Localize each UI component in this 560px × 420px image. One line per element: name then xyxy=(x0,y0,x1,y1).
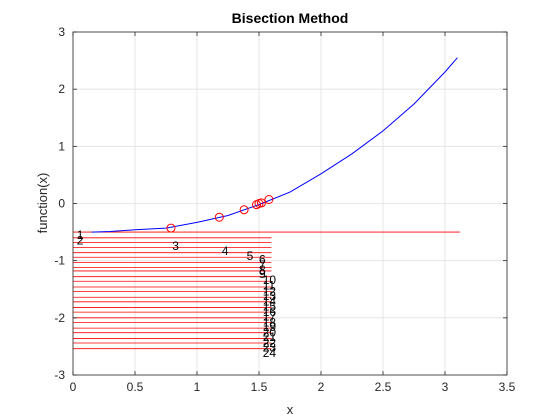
iteration-label: 24 xyxy=(263,346,277,360)
function-curve xyxy=(91,57,458,233)
iteration-label: 4 xyxy=(222,244,229,258)
chart-title: Bisection Method xyxy=(232,10,349,26)
y-axis-label: function(x) xyxy=(35,173,50,234)
iteration-label: 6 xyxy=(259,252,266,266)
iteration-label: 10 xyxy=(263,273,277,287)
x-tick-label: 1.5 xyxy=(251,380,268,394)
iteration-label: 18 xyxy=(263,315,277,329)
x-tick-label: 2.5 xyxy=(375,380,392,394)
midpoint-marker xyxy=(166,223,176,233)
iteration-label: 20 xyxy=(263,326,277,340)
x-tick-label: 3.5 xyxy=(499,380,516,394)
midpoint-marker xyxy=(214,212,224,222)
iteration-label: 12 xyxy=(263,284,277,298)
iteration-label: 21 xyxy=(263,330,277,344)
iteration-label: 11 xyxy=(263,279,276,293)
y-tick-label: -2 xyxy=(54,311,65,325)
x-tick-label: 3 xyxy=(442,380,449,394)
y-tick-label: -1 xyxy=(54,254,65,268)
iteration-label: 14 xyxy=(263,295,277,309)
y-tick-label: 2 xyxy=(58,82,65,96)
iteration-label: 15 xyxy=(263,299,277,313)
iteration-label: 22 xyxy=(263,336,277,350)
iteration-label: 17 xyxy=(263,310,277,324)
iteration-label: 9 xyxy=(259,267,266,281)
x-axis-label: x xyxy=(287,402,294,417)
midpoint-marker xyxy=(239,205,249,215)
y-tick-label: 1 xyxy=(58,139,65,153)
iteration-label: 1 xyxy=(77,228,84,242)
y-tick-label: -3 xyxy=(54,368,65,382)
x-tick-label: 0 xyxy=(70,380,77,394)
y-tick-label: 3 xyxy=(58,25,65,39)
iteration-label: 5 xyxy=(247,249,254,263)
x-tick-label: 1 xyxy=(194,380,201,394)
iteration-label: 19 xyxy=(263,320,277,334)
midpoint-marker xyxy=(256,198,266,208)
iteration-label: 13 xyxy=(263,289,277,303)
x-tick-label: 0.5 xyxy=(127,380,144,394)
y-tick-label: 0 xyxy=(58,197,65,211)
iteration-label: 8 xyxy=(259,263,266,277)
iteration-label: 2 xyxy=(77,234,84,248)
iteration-label: 3 xyxy=(172,239,179,253)
iteration-label: 16 xyxy=(263,305,277,319)
midpoint-marker xyxy=(264,194,274,204)
x-tick-label: 2 xyxy=(318,380,325,394)
iteration-label: 7 xyxy=(259,258,266,272)
iteration-label: 23 xyxy=(263,340,277,354)
